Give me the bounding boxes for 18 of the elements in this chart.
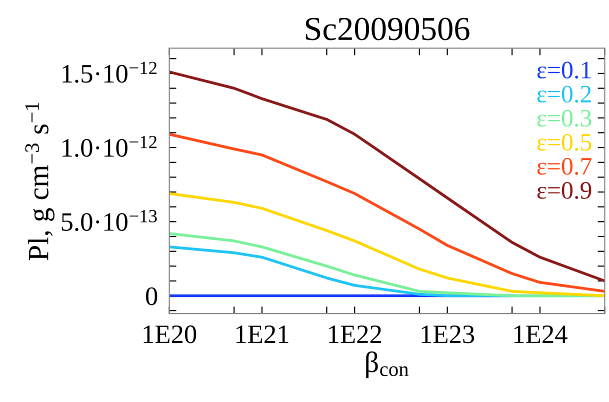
text: ε=0.3 [537, 110, 592, 127]
y-tick-label: 1.0·10$^{−12}$ [62, 136, 157, 157]
x-axis-title: β$_{con}$ [366, 351, 409, 378]
y-tick-label: 5.0·10$^{−13}$ [62, 210, 157, 232]
x-tick-label: 1E24 [514, 326, 568, 343]
y-tick-label: 1.5·10$^{−12}$ [62, 62, 157, 83]
text: ε=0.2 [537, 86, 591, 103]
x-tick-label: 1E22 [329, 326, 382, 343]
x-tick-label: 1E21 [236, 326, 288, 343]
chart-title: Sc20090506 [306, 18, 470, 40]
x-tick-label: 1E23 [422, 326, 474, 344]
x-tick-label: 1E20 [144, 325, 196, 344]
text: ε=0.9 [537, 182, 592, 199]
text: ε=0.1 [537, 62, 591, 79]
text: ε=0.5 [537, 134, 592, 151]
y-tick-label: 0 [146, 287, 158, 306]
text: ε=0.7 [537, 158, 592, 175]
y-axis-title: Pl, g cm$^{−3}$ s$^{−1}$ [25, 102, 54, 260]
